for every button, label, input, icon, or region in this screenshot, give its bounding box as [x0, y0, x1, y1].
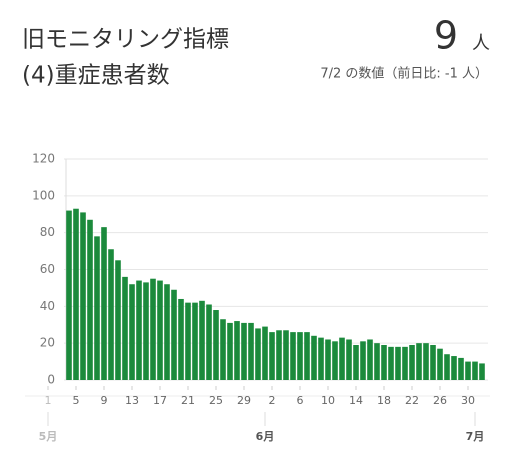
bar [332, 341, 338, 380]
bar [108, 249, 114, 380]
bar [94, 236, 100, 380]
bar [346, 339, 352, 380]
bar [374, 343, 380, 380]
bar [318, 337, 324, 380]
title: 旧モニタリング指標 [22, 27, 229, 53]
bar [122, 276, 128, 380]
x-tick-label: 29 [237, 394, 251, 407]
y-tick-label: 80 [40, 225, 55, 239]
bar [115, 260, 121, 380]
y-tick-label: 20 [40, 336, 55, 350]
bar [227, 322, 233, 380]
bar [66, 210, 72, 380]
bar [164, 284, 170, 380]
bar [353, 345, 359, 380]
bar [360, 341, 366, 380]
bar [73, 208, 79, 380]
x-tick-label: 21 [181, 394, 195, 407]
bar [409, 345, 415, 380]
bar [269, 332, 275, 380]
bar [129, 284, 135, 380]
bar [388, 346, 394, 380]
bar [437, 348, 443, 380]
bar [283, 330, 289, 380]
bar [395, 346, 401, 380]
bar [157, 280, 163, 380]
y-tick-label: 40 [40, 299, 55, 313]
y-tick-label: 0 [47, 373, 55, 387]
bar [199, 300, 205, 380]
month-label: 6月 [256, 430, 275, 443]
bar [472, 361, 478, 380]
bar [150, 278, 156, 380]
bar [311, 335, 317, 380]
x-tick-label: 26 [433, 394, 447, 407]
bar [339, 337, 345, 380]
x-tick-label: 13 [125, 394, 139, 407]
y-tick-label: 120 [32, 152, 55, 166]
bar [234, 321, 240, 380]
x-tick-label: 18 [377, 394, 391, 407]
month-label: 5月 [39, 430, 58, 443]
bar [185, 302, 191, 380]
bar [248, 322, 254, 380]
bar [290, 332, 296, 380]
x-tick-label: 9 [101, 394, 108, 407]
bar [479, 363, 485, 380]
bar [220, 319, 226, 380]
bar [451, 356, 457, 380]
bar [206, 304, 212, 380]
bar [465, 361, 471, 380]
bar [87, 219, 93, 380]
month-label: 7月 [466, 430, 485, 443]
x-tick-label: 6 [297, 394, 304, 407]
bar [136, 280, 142, 380]
bar [423, 343, 429, 380]
bar [262, 326, 268, 380]
bar [241, 322, 247, 380]
bar [101, 227, 107, 380]
bar [381, 345, 387, 380]
x-tick-label: 10 [321, 394, 335, 407]
bar [444, 354, 450, 380]
current-value: 9 [434, 14, 458, 58]
x-tick-label: 14 [349, 394, 363, 407]
bar [192, 302, 198, 380]
bar [458, 357, 464, 380]
subtitle: (4)重症患者数 [22, 63, 170, 89]
bar [255, 328, 261, 380]
bar [402, 346, 408, 380]
x-tick-label: 25 [209, 394, 223, 407]
y-tick-label: 60 [40, 262, 55, 276]
x-tick-label: 30 [461, 394, 475, 407]
bar [430, 345, 436, 380]
bar [416, 343, 422, 380]
bar [80, 212, 86, 380]
unit: 人 [472, 33, 490, 54]
bar [325, 339, 331, 380]
x-tick-label: 22 [405, 394, 419, 407]
bar [213, 310, 219, 380]
note: 7/2 の数値（前日比: -1 人） [320, 66, 488, 82]
bar [171, 289, 177, 380]
bar [367, 339, 373, 380]
bar [276, 330, 282, 380]
bar [297, 332, 303, 380]
bar [143, 282, 149, 380]
bar [178, 298, 184, 380]
x-tick-label: 5 [73, 394, 80, 407]
x-tick-label: 2 [269, 394, 276, 407]
x-tick-label: 1 [45, 394, 52, 407]
x-tick-label: 17 [153, 394, 167, 407]
bar [304, 332, 310, 380]
y-tick-label: 100 [32, 188, 55, 202]
